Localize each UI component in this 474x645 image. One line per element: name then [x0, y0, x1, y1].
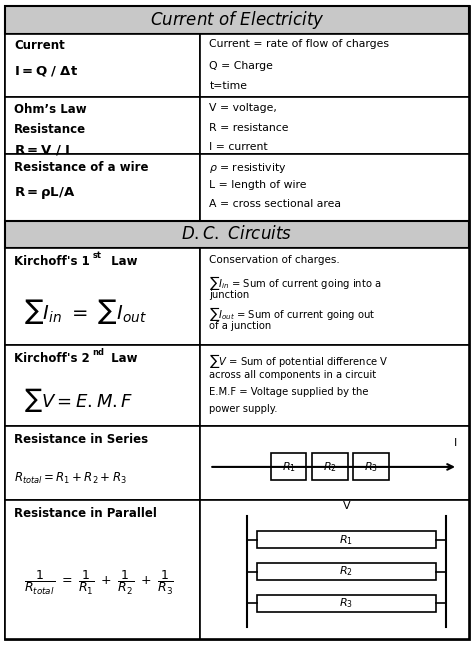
Text: L = length of wire: L = length of wire [210, 180, 307, 190]
Text: Kirchoff's 1: Kirchoff's 1 [14, 255, 90, 268]
Bar [271, 453, 306, 481]
Text: I: I [454, 437, 456, 448]
Text: Ohm’s Law: Ohm’s Law [14, 103, 87, 116]
Bar [5, 248, 200, 345]
Bar [257, 563, 436, 580]
Text: I = current: I = current [210, 142, 268, 152]
Bar [200, 426, 469, 500]
Text: Kirchoff's 2: Kirchoff's 2 [14, 352, 90, 364]
Bar [353, 453, 389, 481]
Text: E.M.F = Voltage supplied by the: E.M.F = Voltage supplied by the [210, 387, 369, 397]
Text: $R_1$: $R_1$ [339, 533, 354, 546]
Bar [257, 595, 436, 612]
Text: $\mathbf{R = \rho L/A}$: $\mathbf{R = \rho L/A}$ [14, 185, 76, 201]
Text: Q = Charge: Q = Charge [210, 61, 273, 70]
Text: $\mathbf{I = Q\ /\ \Delta t}$: $\mathbf{I = Q\ /\ \Delta t}$ [14, 64, 78, 78]
Text: V: V [343, 501, 350, 511]
Text: Resistance in Parallel: Resistance in Parallel [14, 506, 157, 520]
Bar [200, 154, 469, 221]
Text: $R_{total} = R_1 + R_2 + R_3$: $R_{total} = R_1 + R_2 + R_3$ [14, 470, 127, 486]
Bar [5, 426, 200, 500]
Bar [312, 453, 347, 481]
Text: Current = rate of flow of charges: Current = rate of flow of charges [210, 39, 389, 49]
Text: $\sum I_{out}$ = Sum of current going out: $\sum I_{out}$ = Sum of current going ou… [210, 305, 375, 323]
Text: $R_2$: $R_2$ [323, 460, 337, 474]
Bar [200, 500, 469, 639]
Text: Resistance in Series: Resistance in Series [14, 433, 148, 446]
Text: Resistance of a wire: Resistance of a wire [14, 161, 149, 174]
Text: $R_3$: $R_3$ [339, 597, 354, 610]
Text: V = voltage,: V = voltage, [210, 103, 277, 114]
Text: $\sum V = E.M.F$: $\sum V = E.M.F$ [24, 386, 133, 414]
Text: across all components in a circuit: across all components in a circuit [210, 370, 376, 380]
Bar [200, 345, 469, 426]
Bar [5, 97, 200, 154]
Text: $\sum I_{in}\ =\ \sum I_{out}$: $\sum I_{in}\ =\ \sum I_{out}$ [24, 297, 147, 326]
Text: Conservation of charges.: Conservation of charges. [210, 255, 340, 264]
Bar [5, 154, 200, 221]
Text: $\sum V$ = Sum of potential difference V: $\sum V$ = Sum of potential difference V [210, 352, 389, 370]
Text: nd: nd [92, 348, 104, 357]
Bar [5, 34, 200, 97]
Text: $\rho$ = resistivity: $\rho$ = resistivity [210, 161, 287, 175]
Bar [200, 34, 469, 97]
Text: Resistance: Resistance [14, 123, 86, 135]
Text: $\mathit{D.C.\ Circuits}$: $\mathit{D.C.\ Circuits}$ [182, 225, 292, 243]
Bar [200, 97, 469, 154]
Bar [5, 345, 200, 426]
Text: $R_3$: $R_3$ [364, 460, 378, 474]
Text: t=time: t=time [210, 81, 247, 90]
Text: R = resistance: R = resistance [210, 123, 289, 133]
Text: junction: junction [210, 290, 250, 300]
Bar [5, 6, 469, 34]
Text: $R_1$: $R_1$ [282, 460, 296, 474]
Text: $\sum I_{in}$ = Sum of current going into a: $\sum I_{in}$ = Sum of current going int… [210, 274, 382, 292]
Text: A = cross sectional area: A = cross sectional area [210, 199, 341, 209]
Bar [5, 221, 469, 248]
Text: of a junction: of a junction [210, 321, 272, 331]
Bar [200, 248, 469, 345]
Text: st: st [92, 251, 101, 260]
Text: Law: Law [107, 352, 137, 364]
Text: $\dfrac{1}{R_{total}}\ =\ \dfrac{1}{R_1}\ +\ \dfrac{1}{R_2}\ +\ \dfrac{1}{R_3}$: $\dfrac{1}{R_{total}}\ =\ \dfrac{1}{R_1}… [24, 569, 173, 597]
Bar [257, 531, 436, 548]
Bar [5, 500, 200, 639]
Text: $\mathbf{R = V\ /\ I}$: $\mathbf{R = V\ /\ I}$ [14, 143, 70, 157]
Text: Law: Law [107, 255, 137, 268]
Text: $\mathit{Current\ of\ Electricity}$: $\mathit{Current\ of\ Electricity}$ [150, 9, 324, 32]
Text: $R_2$: $R_2$ [339, 565, 353, 579]
Text: power supply.: power supply. [210, 404, 278, 415]
Text: Current: Current [14, 39, 65, 52]
